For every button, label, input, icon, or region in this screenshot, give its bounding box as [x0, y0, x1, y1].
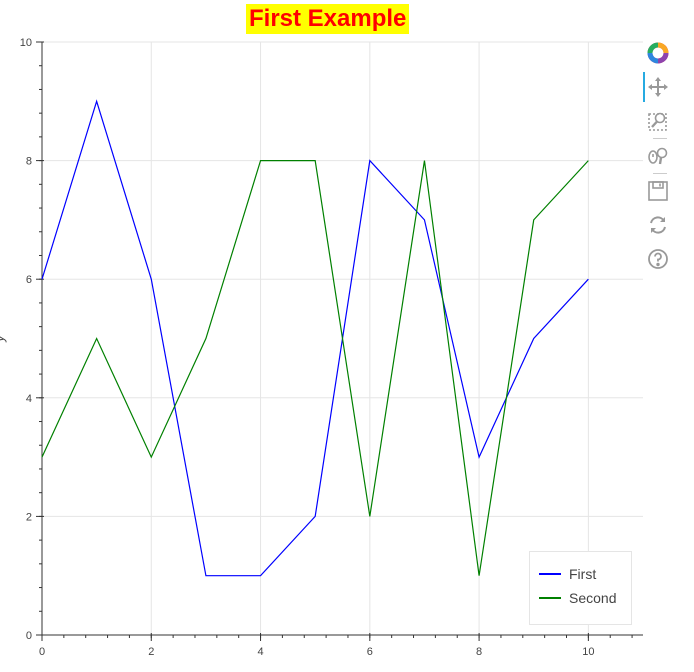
chart-title: First Example: [246, 4, 410, 34]
y-tick-label: 10: [20, 37, 32, 49]
save-tool[interactable]: [643, 176, 673, 206]
y-axis-label: y: [0, 334, 7, 343]
legend: First Second: [529, 551, 632, 625]
box-zoom-tool[interactable]: [643, 106, 673, 136]
toolbar: [643, 38, 677, 278]
reset-tool[interactable]: [643, 210, 673, 240]
help-tool[interactable]: [643, 244, 673, 274]
legend-label-first: First: [569, 566, 597, 582]
toolbar-separator: [653, 173, 667, 174]
x-tick-label: 2: [148, 646, 154, 658]
x-tick-label: 6: [367, 646, 373, 658]
legend-label-second: Second: [569, 590, 617, 606]
wheel-zoom-tool[interactable]: [643, 141, 673, 171]
series-line-first: [41, 99, 589, 577]
y-tick-label: 4: [26, 393, 32, 405]
series-line-second: [41, 160, 589, 576]
legend-item-first[interactable]: First: [539, 564, 631, 584]
save-icon: [648, 181, 668, 201]
bokeh-logo-icon: [647, 42, 669, 64]
y-tick-label: 2: [26, 511, 32, 523]
y-tick-label: 6: [26, 274, 32, 286]
wheel-zoom-icon: [648, 147, 668, 165]
bokeh-logo-button[interactable]: [643, 38, 673, 68]
help-icon: [648, 249, 668, 269]
active-indicator: [643, 72, 645, 102]
legend-item-second[interactable]: Second: [539, 588, 631, 608]
x-tick-label: 10: [582, 646, 594, 658]
box-zoom-icon: [648, 112, 667, 131]
legend-swatch-first: [539, 573, 561, 575]
pan-icon: [648, 77, 668, 97]
x-tick-label: 4: [257, 646, 263, 658]
toolbar-separator: [653, 138, 667, 139]
x-tick-label: 8: [476, 646, 482, 658]
y-tick-label: 0: [26, 630, 32, 642]
pan-tool[interactable]: [643, 72, 673, 102]
reset-icon: [650, 216, 666, 234]
y-tick-label: 8: [26, 156, 32, 168]
legend-swatch-second: [539, 597, 561, 599]
x-tick-label: 0: [39, 646, 45, 658]
